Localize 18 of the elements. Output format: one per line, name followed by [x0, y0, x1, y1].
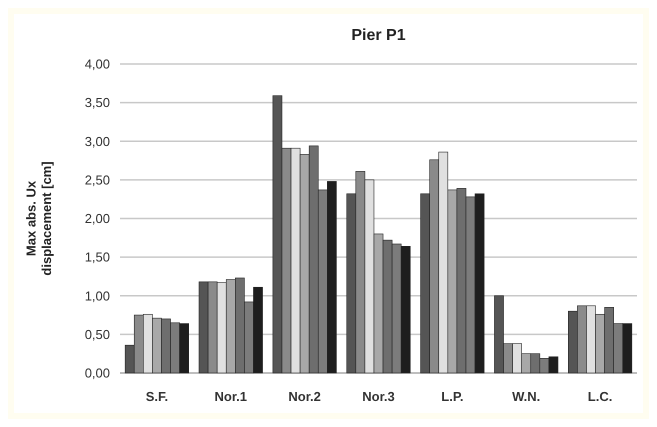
x-tick-label: L.C.	[588, 389, 612, 404]
y-tick-label: 1,50	[84, 250, 110, 265]
y-tick-label: 1,00	[84, 288, 110, 304]
y-tick-label: 0,50	[84, 326, 110, 342]
x-tick-label: L.P.	[441, 389, 464, 404]
y-tick-label: 2,00	[84, 211, 110, 226]
y-tick-label: 2,50	[84, 172, 110, 188]
x-tick-label: Nor.2	[288, 389, 321, 404]
y-tick-label: 3,50	[84, 95, 110, 110]
y-tick-label: 0,00	[84, 366, 110, 381]
x-tick-label: S.F.	[146, 389, 168, 404]
y-tick-label: 3,00	[84, 134, 110, 149]
x-tick-label: Nor.1	[214, 389, 248, 404]
x-tick-label: W.N.	[512, 389, 540, 404]
y-axis-title: Max abs. Ux displacement [cm]	[23, 161, 54, 276]
y-tick-label: 4,00	[84, 56, 110, 72]
x-tick-label: Nor.3	[362, 389, 395, 404]
chart-title: Pier P1	[351, 27, 406, 44]
